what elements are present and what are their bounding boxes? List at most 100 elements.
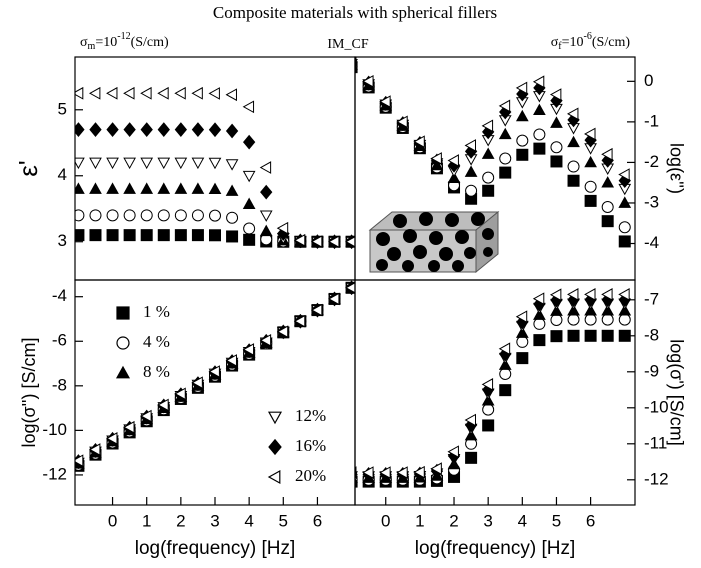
data-point (225, 159, 239, 171)
data-point (498, 358, 512, 370)
data-point (584, 127, 596, 141)
data-area (75, 280, 355, 472)
data-point (259, 334, 272, 347)
legend-label: 16% (295, 436, 326, 455)
y-tick-label: 4 (58, 165, 67, 184)
data-area (355, 57, 632, 248)
data-point (550, 116, 563, 128)
panel: -4 -6 -8 -10 -12 0 1 2 3 4 5 6 log(frequency) [Hz] lo… (19, 279, 356, 559)
data-point (567, 135, 580, 148)
legend-label: 20% (295, 466, 326, 485)
data-point (482, 171, 495, 184)
y-axis-title: log(ε'') (666, 143, 686, 194)
data-point (396, 115, 408, 129)
data-point (499, 367, 512, 380)
data-point (584, 155, 597, 168)
plots: 3 4 5 ε' 0 -1 -2 -3 -4 log(ε'') -4 -6 -8 -10 -12 0 1 2 3 4 5… (13, 56, 686, 559)
data-point (174, 157, 188, 170)
y-tick-label: -8 (52, 375, 67, 394)
y-tick-label: -6 (52, 331, 67, 350)
legend-marker (267, 469, 281, 485)
data-point (447, 154, 459, 167)
x-tick-label: 0 (108, 511, 117, 530)
data-point (140, 229, 153, 242)
data-point (293, 314, 306, 328)
x-tick-label: 6 (313, 511, 322, 530)
data-point (515, 81, 528, 95)
data-point (140, 122, 153, 137)
data-point (345, 236, 355, 248)
data-point (601, 215, 614, 228)
x-tick-label: 2 (449, 511, 458, 530)
data-point (567, 329, 580, 342)
legend-label: 4 % (143, 332, 170, 351)
data-point (516, 335, 529, 348)
data-point (550, 313, 563, 326)
data-point (140, 409, 152, 423)
data-point (601, 176, 615, 188)
data-point (225, 123, 239, 139)
data-point (327, 235, 340, 249)
data-point (226, 211, 239, 224)
data-point (345, 282, 355, 294)
data-point (618, 235, 631, 248)
data-point (362, 74, 374, 88)
data-point (157, 209, 170, 222)
data-point (601, 288, 613, 301)
data-point (447, 445, 459, 459)
data-point (209, 209, 221, 222)
data-point (293, 233, 306, 247)
data-point (208, 87, 220, 100)
data-point (174, 229, 187, 242)
data-point (106, 122, 119, 137)
y-tick-label: -12 (644, 469, 669, 488)
data-point (123, 86, 135, 100)
x-tick-label: 5 (552, 511, 561, 530)
y-tick-label: -4 (644, 233, 659, 252)
data-point (75, 454, 84, 468)
data-point (550, 304, 563, 316)
data-point (362, 466, 374, 479)
data-point (191, 209, 204, 222)
x-tick-label: 6 (586, 511, 595, 530)
data-point (209, 229, 221, 242)
data-point (499, 384, 512, 397)
data-point (88, 443, 101, 456)
data-point (516, 148, 529, 161)
data-area (355, 288, 632, 488)
data-point (533, 142, 546, 155)
y-tick-label: 0 (644, 71, 653, 90)
data-point (89, 209, 102, 222)
data-point (618, 221, 631, 234)
data-point (88, 86, 101, 100)
data-point (259, 224, 273, 237)
data-point (464, 139, 476, 152)
data-point (174, 182, 188, 194)
data-point (89, 122, 102, 137)
data-point (140, 209, 153, 222)
legend-marker (116, 306, 130, 320)
series (355, 57, 630, 181)
legend-marker (115, 365, 131, 379)
data-point (123, 157, 136, 170)
data-point (75, 86, 84, 100)
data-point (208, 157, 222, 170)
legend-label: 8 % (143, 362, 170, 381)
matrix-annotation: σm=10-12(S/cm) (80, 31, 169, 52)
data-point (276, 221, 289, 235)
panel: 0 -1 -2 -3 -4 log(ε'') (354, 56, 686, 281)
data-point (106, 229, 119, 242)
data-point (413, 135, 425, 149)
data-point (533, 308, 546, 320)
data-point (465, 451, 478, 464)
data-point (618, 329, 631, 342)
data-point (516, 134, 529, 147)
data-point (515, 310, 528, 324)
data-point (584, 304, 597, 316)
data-point (242, 197, 256, 209)
data-point (481, 394, 495, 406)
data-point (567, 160, 580, 173)
y-axis-title: log(σ'') [S/cm] (19, 338, 39, 448)
data-point (482, 403, 495, 416)
data-point (618, 304, 632, 316)
